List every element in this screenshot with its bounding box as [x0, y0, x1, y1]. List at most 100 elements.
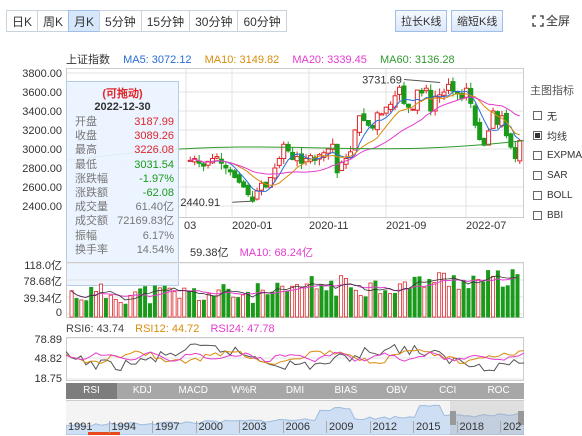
tooltip-value: 3031.54	[134, 158, 174, 171]
candle	[405, 103, 411, 108]
volume-bar	[201, 299, 206, 318]
shrink-kline-button[interactable]: 缩短K线	[451, 10, 504, 32]
candle	[446, 83, 452, 91]
volume-chart[interactable]	[66, 262, 524, 318]
indicator-tab[interactable]: W%R	[231, 385, 257, 396]
indicator-tab[interactable]: RSI	[66, 383, 117, 399]
candle	[232, 170, 238, 178]
volume-bar	[216, 289, 221, 318]
stretch-kline-button[interactable]: 拉长K线	[395, 10, 448, 32]
checkbox-icon[interactable]	[533, 210, 542, 220]
indicator-tab[interactable]: CCI	[439, 385, 457, 396]
volume-bar	[245, 291, 250, 318]
tooltip-row: 成交量 61.40亿	[67, 200, 178, 214]
tooltip-key: 涨跌额	[75, 186, 108, 199]
tooltip-value: 72169.83亿	[117, 215, 174, 228]
price-tick: 3400.00	[22, 106, 62, 118]
main-indicator-option[interactable]: SAR	[530, 166, 582, 184]
volume-bar	[343, 278, 348, 318]
volume-bar	[388, 293, 393, 318]
volume-bar	[466, 288, 471, 318]
low-annotation: 2440.91	[180, 197, 220, 209]
option-label: SAR	[547, 169, 568, 181]
volume-bar	[437, 272, 442, 318]
main-indicator-option[interactable]: BBI	[530, 206, 582, 224]
tooltip-value: 3226.08	[134, 144, 174, 157]
tooltip-row: 最低 3031.54	[67, 158, 178, 172]
volume-bar	[103, 298, 108, 318]
ma-legend: 上证指数 MA5: 3072.12 MA10: 3149.82 MA20: 33…	[66, 51, 465, 67]
volume-bar	[241, 294, 246, 318]
volume-bar	[206, 293, 211, 318]
volume-bar	[417, 276, 422, 318]
checkbox-icon[interactable]	[533, 110, 542, 120]
checkbox-icon[interactable]	[533, 170, 542, 180]
indicator-tab[interactable]: MACD	[178, 385, 208, 396]
volume-bar	[486, 270, 491, 318]
rsi-chart[interactable]	[66, 337, 524, 381]
volume-bar	[495, 270, 500, 318]
price-tick: 2600.00	[22, 182, 62, 194]
tab-30min[interactable]: 30分钟	[189, 10, 239, 32]
timeline-navigator[interactable]: 1991 1994 1997 2000 2003 2006 2009 2012 2015 2018…	[66, 400, 524, 435]
tab-60min[interactable]: 60分钟	[237, 10, 287, 32]
volume-bar	[314, 288, 319, 318]
volume-bar	[250, 302, 255, 318]
volume-bar	[456, 288, 461, 318]
volume-bar	[476, 279, 481, 318]
candle	[361, 113, 367, 121]
candle	[450, 81, 456, 92]
candle	[201, 163, 207, 167]
main-indicator-option[interactable]: 无	[530, 106, 582, 124]
volume-bar	[407, 287, 412, 318]
main-indicator-option[interactable]: BOLL	[530, 186, 582, 204]
tab-day-k[interactable]: 日K	[6, 10, 39, 32]
indicator-tab[interactable]: KDJ	[132, 385, 152, 396]
tab-5min[interactable]: 5分钟	[99, 10, 142, 32]
tab-15min[interactable]: 15分钟	[140, 10, 191, 32]
volume-bar	[133, 291, 138, 318]
main-indicator-option[interactable]: EXPMA	[530, 146, 582, 164]
ohlc-tooltip[interactable]: (可拖动) 2022-12-30 开盘 3187.99 收盘 3089.26 最高 322…	[66, 81, 179, 286]
indicator-tab[interactable]: BIAS	[334, 385, 358, 396]
main-indicator-option[interactable]: 均线	[530, 126, 582, 144]
timeline-year: 1997	[155, 421, 180, 433]
candle	[227, 169, 233, 173]
volume-bar	[128, 294, 133, 318]
tab-week-k[interactable]: 周K	[37, 10, 70, 32]
tooltip-value: 14.54%	[136, 243, 174, 256]
indicator-tab[interactable]: DMI	[285, 385, 305, 396]
indicator-tab[interactable]: ROC	[487, 385, 510, 396]
candle	[410, 108, 416, 111]
volume-bar	[113, 298, 118, 318]
fullscreen-label: 全屏	[546, 14, 571, 28]
rsi6-value: RSI6: 43.74	[66, 323, 125, 335]
checkbox-icon[interactable]	[533, 130, 542, 140]
volume-bar	[392, 292, 397, 318]
candle	[512, 147, 518, 160]
candle	[517, 139, 523, 162]
volume-bar	[118, 302, 123, 318]
timeline-year: 2000	[198, 421, 223, 433]
candle	[423, 87, 429, 92]
volume-bar	[422, 286, 427, 318]
candle	[223, 164, 229, 169]
time-tick: 2022-07	[466, 220, 507, 232]
ma5-value: MA5: 3072.12	[123, 54, 192, 66]
volume-bar	[358, 295, 363, 318]
indicator-tab[interactable]: OBV	[386, 385, 408, 396]
tab-month-k[interactable]: 月K	[68, 10, 101, 32]
volume-bar	[192, 288, 197, 318]
checkbox-icon[interactable]	[533, 150, 542, 160]
volume-bar	[515, 274, 520, 318]
fullscreen-button[interactable]: 全屏	[532, 12, 570, 29]
indicator-tabs: RSI KDJ MACD W%R DMI BIAS OBV CCI ROC	[66, 383, 524, 399]
timeline-year: 2009	[329, 421, 354, 433]
timeline-overview	[66, 401, 524, 435]
candle	[472, 105, 478, 126]
checkbox-icon[interactable]	[533, 190, 542, 200]
tooltip-date: 2022-12-30	[94, 101, 151, 113]
tooltip-value: 3089.26	[134, 130, 174, 143]
candle	[401, 85, 407, 104]
volume-bar	[255, 283, 260, 318]
